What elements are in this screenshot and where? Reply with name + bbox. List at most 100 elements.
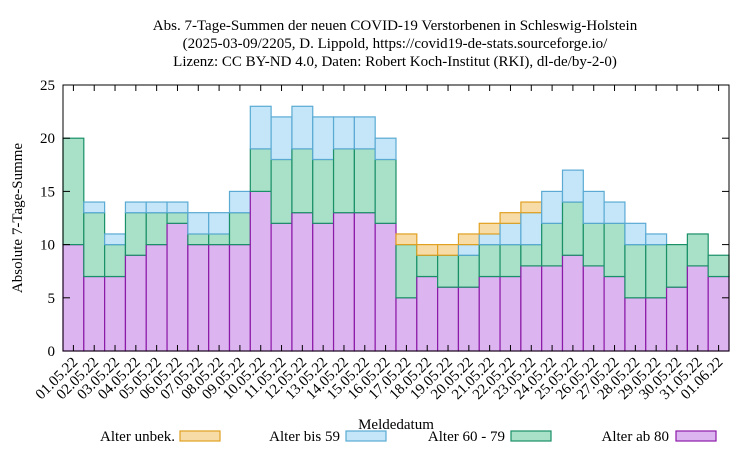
bar-alter-60-79-07.05.22: [187, 233, 210, 246]
bar-alter-ab-80-20.05.22: [457, 286, 480, 352]
bar-alter-bis-59-26.05.22: [582, 190, 605, 224]
bar-alter-ab-80-03.05.22: [104, 275, 127, 352]
bar-alter-ab-80-07.05.22: [187, 244, 210, 352]
bar-alter-ab-80-19.05.22: [437, 286, 460, 352]
bar-alter-60-79-27.05.22: [603, 222, 626, 278]
bar-alter-60-79-13.05.22: [312, 158, 335, 224]
legend-swatch: [510, 430, 552, 442]
bars-layer: [62, 105, 730, 352]
bar-alter-ab-80-10.05.22: [249, 190, 272, 352]
bar-alter-60-79-05.05.22: [145, 212, 168, 246]
y-tick-label: 5: [48, 291, 56, 307]
legend-swatch: [179, 430, 221, 442]
legend-label: Alter bis 59: [269, 429, 340, 445]
title-line-1: Abs. 7-Tage-Summen der neuen COVID-19 Ve…: [153, 18, 638, 34]
bar-alter-60-79-15.05.22: [353, 148, 376, 214]
y-tick-label: 10: [40, 238, 55, 254]
legend-swatch: [345, 430, 387, 442]
bar-alter-ab-80-05.05.22: [145, 244, 168, 352]
bar-alter-60-79-06.05.22: [166, 212, 189, 224]
bar-alter-ab-80-11.05.22: [270, 222, 293, 352]
legend-label: Alter ab 80: [602, 429, 669, 445]
bar-alter-ab-80-28.05.22: [624, 297, 647, 352]
bar-alter-ab-80-30.05.22: [665, 286, 688, 352]
bar-alter-60-79-19.05.22: [437, 254, 460, 288]
legend: Alter unbek. Alter bis 59 Alter 60 - 79 Alt…: [100, 429, 717, 445]
y-tick-label: 15: [40, 184, 55, 200]
bar-alter-ab-80-26.05.22: [582, 265, 605, 352]
x-axis-label: Meldedatum: [358, 417, 434, 433]
bar-alter-ab-80-27.05.22: [603, 275, 626, 352]
bar-alter-ab-80-06.05.22: [166, 222, 189, 352]
bar-alter-60-79-24.05.22: [541, 222, 564, 267]
bar-alter-60-79-22.05.22: [499, 244, 522, 278]
bar-alter-bis-59-25.05.22: [561, 169, 584, 203]
bar-alter-bis-59-23.05.22: [520, 212, 543, 246]
bar-alter-ab-80-13.05.22: [312, 222, 335, 352]
bar-alter-ab-80-14.05.22: [332, 212, 355, 352]
bar-alter-60-79-10.05.22: [249, 148, 272, 192]
bar-alter-60-79-17.05.22: [395, 244, 418, 299]
bar-alter-bis-59-20.05.22: [457, 244, 480, 256]
bar-alter-bis-59-02.05.22: [83, 201, 106, 214]
y-axis-ticks: 0 5 10 15 20 25: [40, 78, 729, 360]
bar-alter-unbek--23.05.22: [520, 201, 543, 214]
bar-alter-60-79-30.05.22: [665, 244, 688, 288]
bar-alter-ab-80-09.05.22: [228, 244, 251, 352]
bar-alter-ab-80-12.05.22: [291, 212, 314, 352]
bar-alter-bis-59-07.05.22: [187, 212, 210, 235]
bar-alter-60-79-12.05.22: [291, 148, 314, 214]
bar-alter-ab-80-02.05.22: [83, 275, 106, 352]
bar-alter-60-79-18.05.22: [416, 254, 439, 278]
bar-alter-60-79-16.05.22: [374, 158, 397, 224]
bar-alter-60-79-11.05.22: [270, 158, 293, 224]
bar-alter-bis-59-12.05.22: [291, 105, 314, 150]
bar-alter-ab-80-15.05.22: [353, 212, 376, 352]
bar-alter-unbek--21.05.22: [478, 222, 501, 235]
bar-alter-bis-59-16.05.22: [374, 137, 397, 161]
bar-alter-60-79-01.06.22: [707, 254, 730, 278]
plot-frame: [62, 84, 730, 352]
bar-alter-bis-59-09.05.22: [228, 190, 251, 214]
legend-swatch: [675, 430, 717, 442]
y-axis-label: Absolute 7-Tage-Summe: [10, 143, 26, 294]
bar-alter-unbek--19.05.22: [437, 244, 460, 256]
bar-alter-bis-59-21.05.22: [478, 233, 501, 246]
bar-alter-ab-80-24.05.22: [541, 265, 564, 352]
legend-label: Alter 60 - 79: [428, 429, 505, 445]
bar-alter-bis-59-05.05.22: [145, 201, 168, 214]
bar-alter-60-79-26.05.22: [582, 222, 605, 267]
bar-alter-ab-80-23.05.22: [520, 265, 543, 352]
bar-alter-60-79-09.05.22: [228, 212, 251, 246]
bar-alter-60-79-23.05.22: [520, 244, 543, 267]
bar-alter-60-79-03.05.22: [104, 244, 127, 278]
bar-alter-bis-59-03.05.22: [104, 233, 127, 246]
bar-alter-60-79-25.05.22: [561, 201, 584, 256]
bar-alter-bis-59-04.05.22: [124, 201, 147, 214]
bar-alter-unbek--20.05.22: [457, 233, 480, 246]
bar-alter-ab-80-25.05.22: [561, 254, 584, 352]
axes-layer: [62, 84, 730, 352]
bar-alter-ab-80-16.05.22: [374, 222, 397, 352]
bar-alter-bis-59-24.05.22: [541, 190, 564, 224]
bar-alter-ab-80-22.05.22: [499, 275, 522, 352]
bar-alter-ab-80-31.05.22: [686, 265, 709, 352]
title-line-2: (2025-03-09/2205, D. Lippold, https://co…: [183, 36, 608, 52]
bar-alter-60-79-14.05.22: [332, 148, 355, 214]
bar-alter-ab-80-04.05.22: [124, 254, 147, 352]
bar-alter-bis-59-15.05.22: [353, 116, 376, 150]
y-tick-label: 20: [40, 131, 55, 147]
bar-alter-ab-80-17.05.22: [395, 297, 418, 352]
y-tick-label: 0: [48, 344, 56, 360]
bar-alter-bis-59-27.05.22: [603, 201, 626, 224]
bar-alter-ab-80-29.05.22: [645, 297, 668, 352]
bar-alter-60-79-31.05.22: [686, 233, 709, 267]
chart-title: Abs. 7-Tage-Summen der neuen COVID-19 Ve…: [153, 18, 638, 70]
bar-alter-bis-59-06.05.22: [166, 201, 189, 214]
bar-alter-ab-80-21.05.22: [478, 275, 501, 352]
bar-alter-60-79-08.05.22: [208, 233, 231, 246]
bar-alter-60-79-21.05.22: [478, 244, 501, 278]
bar-alter-60-79-29.05.22: [645, 244, 668, 299]
bar-alter-bis-59-22.05.22: [499, 222, 522, 246]
bar-alter-ab-80-01.06.22: [707, 275, 730, 352]
